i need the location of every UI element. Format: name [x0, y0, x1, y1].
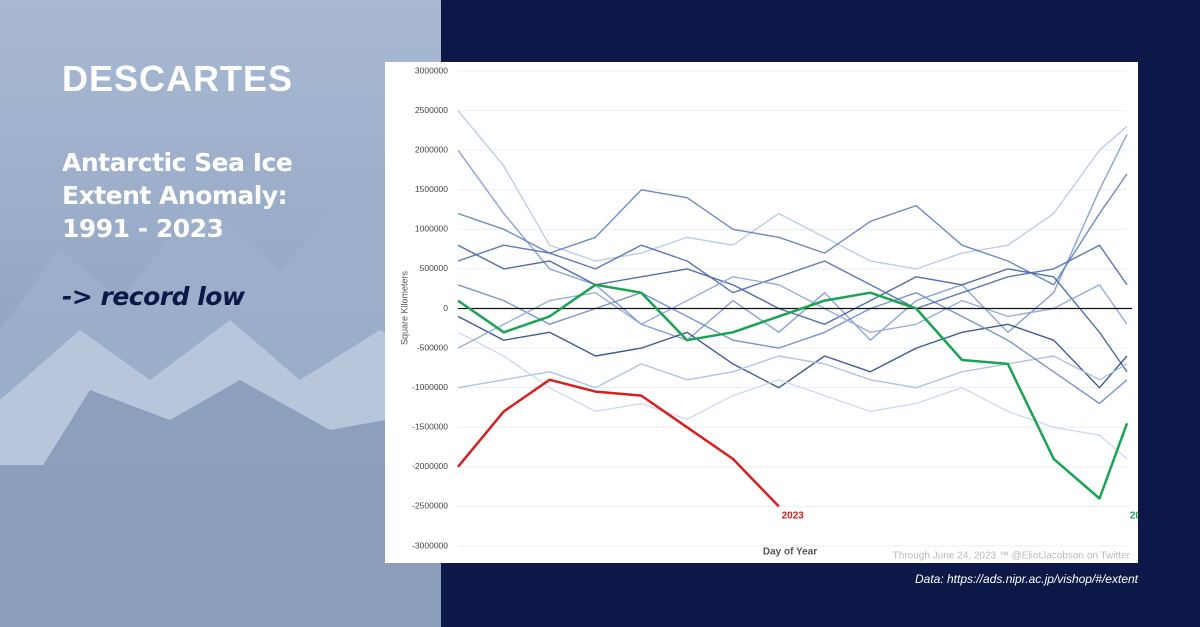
y-tick-label: -2500000: [412, 501, 448, 511]
tagline: -> record low: [62, 282, 245, 311]
highlight-line: [457, 378, 780, 508]
chart-background: [385, 62, 1138, 563]
y-tick-label: 500000: [420, 263, 449, 273]
y-tick-label: -3000000: [412, 540, 448, 550]
x-axis-label: Day of Year: [763, 547, 817, 558]
series-label: 2023: [782, 511, 805, 522]
data-source: Data: https://ads.nipr.ac.jp/vishop/#/ex…: [914, 572, 1138, 586]
chart: Square Kilometers Day of Year Through Ju…: [385, 62, 1138, 563]
credit: Through June 24, 2023 ™ @EliotJacobson o…: [893, 551, 1131, 562]
y-tick-label: 2000000: [415, 144, 448, 154]
y-tick-label: 2500000: [415, 105, 448, 115]
headline: Antarctic Sea Ice Extent Anomaly: 1991 -…: [62, 146, 293, 245]
series-line: [457, 315, 1128, 389]
headline-line: 1991 - 2023: [62, 214, 224, 243]
background-photo: [0, 0, 441, 627]
y-tick-label: -1000000: [412, 382, 448, 392]
series-line: [457, 355, 1128, 389]
headline-line: Extent Anomaly:: [62, 181, 288, 210]
y-tick-label: 0: [443, 303, 448, 313]
series-line: [457, 284, 1128, 405]
series-line: [457, 331, 1128, 460]
highlight-line: [457, 283, 1129, 500]
y-tick-label: -1500000: [412, 422, 448, 432]
y-axis-label: Square Kilometers: [399, 270, 409, 345]
series-line: [457, 244, 1128, 310]
brand-logo: DESCARTES: [62, 58, 294, 99]
y-tick-label: -500000: [417, 342, 448, 352]
y-tick-label: -2000000: [412, 461, 448, 471]
headline-line: Antarctic Sea Ice: [62, 148, 293, 177]
series-line: [457, 110, 1128, 270]
series-label: 2016: [1130, 511, 1138, 522]
photo-panel: DESCARTES Antarctic Sea Ice Extent Anoma…: [0, 0, 441, 627]
y-tick-label: 1000000: [415, 224, 448, 234]
series-line: [457, 276, 1128, 349]
y-tick-label: 3000000: [415, 65, 448, 75]
y-tick-label: 1500000: [415, 184, 448, 194]
